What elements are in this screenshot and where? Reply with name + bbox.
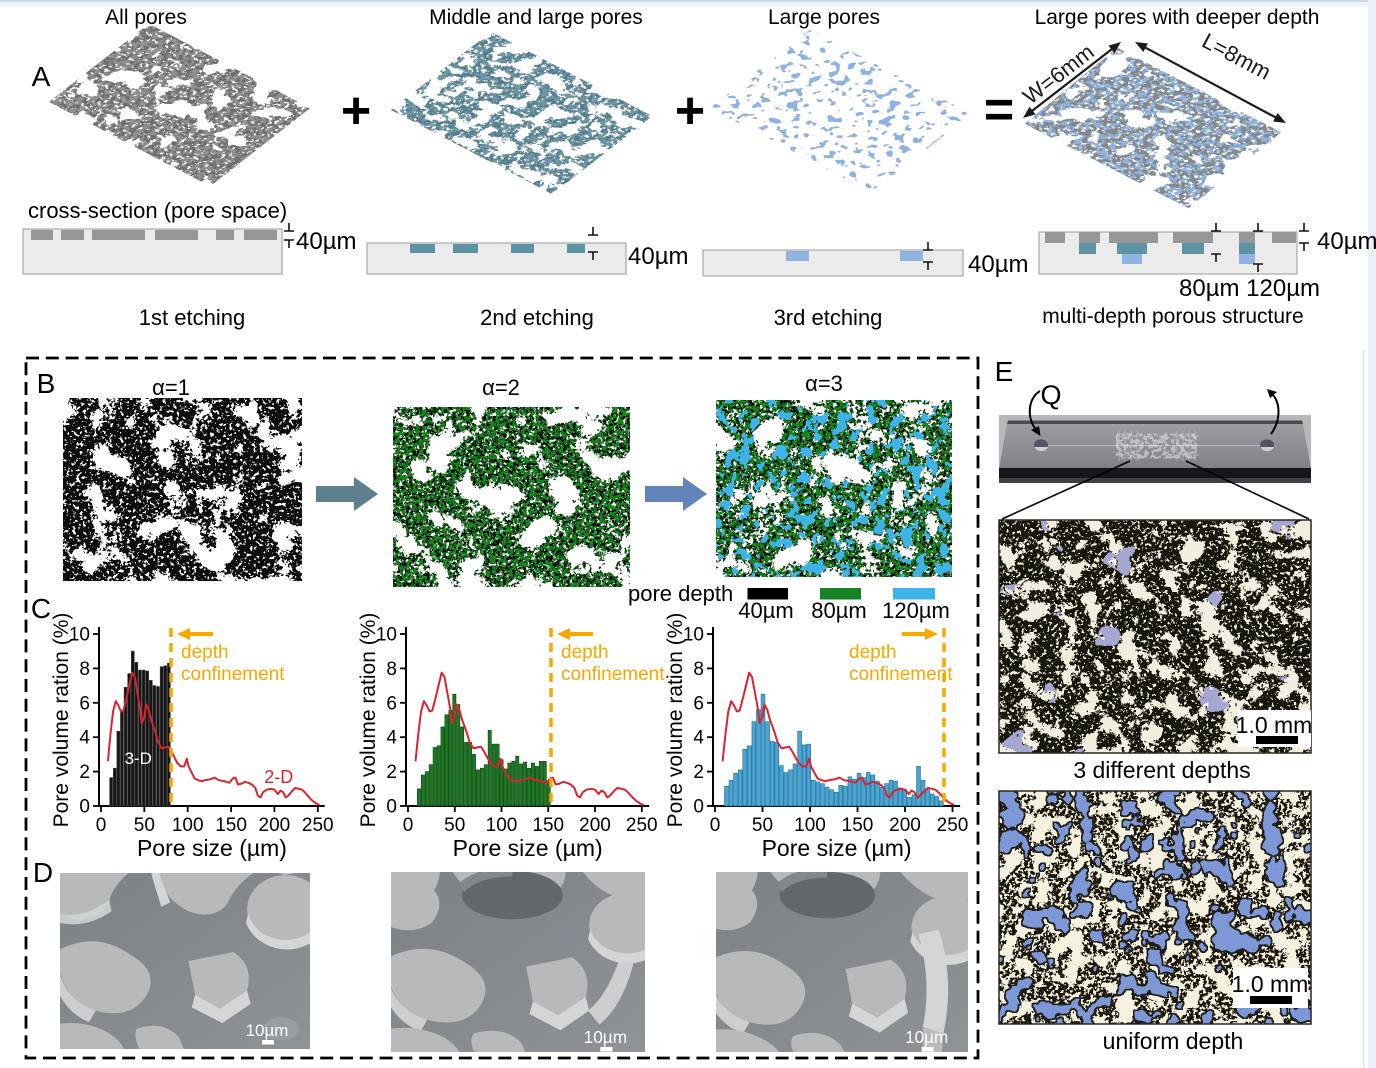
svg-text:40µm: 40µm	[968, 251, 1029, 278]
svg-text:Large pores: Large pores	[768, 6, 880, 29]
svg-text:All pores: All pores	[105, 6, 187, 29]
svg-text:50: 50	[134, 815, 155, 836]
svg-text:10µm: 10µm	[246, 1021, 289, 1040]
svg-text:2nd etching: 2nd etching	[480, 305, 594, 330]
svg-text:3-D: 3-D	[125, 749, 152, 768]
svg-text:6: 6	[693, 693, 704, 714]
svg-text:40µm: 40µm	[296, 228, 357, 255]
svg-text:4: 4	[386, 728, 397, 749]
svg-text:+: +	[341, 82, 371, 140]
svg-text:3rd etching: 3rd etching	[774, 305, 883, 330]
svg-text:40µm: 40µm	[628, 243, 689, 270]
svg-text:1.0 mm: 1.0 mm	[1232, 971, 1309, 997]
svg-text:50: 50	[444, 815, 465, 836]
svg-text:α=1: α=1	[152, 375, 190, 400]
svg-text:150: 150	[842, 815, 874, 836]
svg-text:250: 250	[302, 815, 334, 836]
svg-text:2: 2	[79, 762, 90, 783]
svg-text:2: 2	[386, 762, 397, 783]
svg-text:C: C	[31, 593, 51, 624]
svg-text:10: 10	[683, 625, 704, 646]
svg-text:250: 250	[937, 815, 969, 836]
svg-text:confinement: confinement	[849, 664, 953, 685]
svg-text:multi-depth porous structure: multi-depth porous structure	[1042, 305, 1303, 328]
svg-text:80µm 120µm: 80µm 120µm	[1179, 275, 1320, 302]
svg-text:80µm: 80µm	[811, 598, 866, 623]
svg-text:Pore volume ration (%): Pore volume ration (%)	[50, 613, 73, 828]
svg-text:0: 0	[96, 815, 107, 836]
svg-text:200: 200	[889, 815, 921, 836]
svg-text:0: 0	[403, 815, 414, 836]
svg-text:6: 6	[79, 693, 90, 714]
svg-text:uniform depth: uniform depth	[1103, 1028, 1244, 1054]
svg-text:Middle and large pores: Middle and large pores	[429, 6, 643, 29]
svg-text:Q: Q	[1040, 380, 1061, 410]
svg-text:150: 150	[532, 815, 564, 836]
svg-text:A: A	[32, 61, 51, 92]
svg-text:100: 100	[794, 815, 826, 836]
svg-text:1st etching: 1st etching	[139, 305, 245, 330]
svg-text:8: 8	[693, 659, 704, 680]
svg-text:50: 50	[752, 815, 773, 836]
svg-text:confinement: confinement	[181, 664, 285, 685]
svg-text:0: 0	[693, 797, 704, 818]
svg-text:L=8mm: L=8mm	[1198, 28, 1275, 85]
svg-text:depth: depth	[849, 642, 897, 663]
svg-text:100: 100	[172, 815, 204, 836]
svg-text:Large pores with deeper depth: Large pores with deeper depth	[1035, 6, 1320, 29]
svg-text:200: 200	[579, 815, 611, 836]
svg-text:0: 0	[79, 797, 90, 818]
svg-text:8: 8	[386, 659, 397, 680]
svg-text:+: +	[675, 82, 705, 140]
svg-text:4: 4	[79, 728, 90, 749]
svg-text:0: 0	[710, 815, 721, 836]
svg-text:3 different depths: 3 different depths	[1073, 757, 1250, 783]
svg-text:120µm: 120µm	[882, 598, 950, 623]
svg-text:D: D	[33, 857, 53, 888]
svg-text:α=2: α=2	[482, 375, 520, 400]
svg-text:pore depth: pore depth	[628, 581, 733, 606]
svg-text:200: 200	[259, 815, 291, 836]
svg-text:0: 0	[386, 797, 397, 818]
svg-text:E: E	[995, 356, 1014, 387]
svg-text:depth: depth	[561, 642, 609, 663]
svg-text:10µm: 10µm	[584, 1027, 628, 1047]
svg-text:10µm: 10µm	[905, 1027, 948, 1047]
svg-text:8: 8	[79, 659, 90, 680]
svg-text:6: 6	[386, 693, 397, 714]
svg-text:10: 10	[69, 625, 90, 646]
svg-text:Pore size (µm): Pore size (µm)	[762, 835, 912, 861]
svg-text:α=3: α=3	[805, 371, 843, 396]
svg-text:Pore volume ration (%): Pore volume ration (%)	[664, 613, 687, 828]
svg-text:Pore size (µm): Pore size (µm)	[137, 835, 287, 861]
svg-text:150: 150	[215, 815, 247, 836]
svg-text:Pore size (µm): Pore size (µm)	[453, 835, 603, 861]
svg-text:=: =	[984, 81, 1014, 139]
svg-text:100: 100	[486, 815, 518, 836]
svg-text:250: 250	[626, 815, 658, 836]
svg-text:cross-section (pore space): cross-section (pore space)	[28, 198, 287, 223]
svg-text:40µm: 40µm	[1317, 228, 1376, 255]
svg-text:2-D: 2-D	[264, 767, 293, 787]
svg-text:40µm: 40µm	[738, 598, 793, 623]
svg-text:confinement: confinement	[561, 664, 665, 685]
svg-text:4: 4	[693, 728, 704, 749]
svg-text:10: 10	[376, 625, 397, 646]
svg-text:1.0 mm: 1.0 mm	[1236, 712, 1313, 738]
svg-text:2: 2	[693, 762, 704, 783]
svg-text:B: B	[37, 368, 56, 399]
svg-text:Pore volume ration (%): Pore volume ration (%)	[357, 613, 380, 828]
svg-text:depth: depth	[181, 642, 229, 663]
